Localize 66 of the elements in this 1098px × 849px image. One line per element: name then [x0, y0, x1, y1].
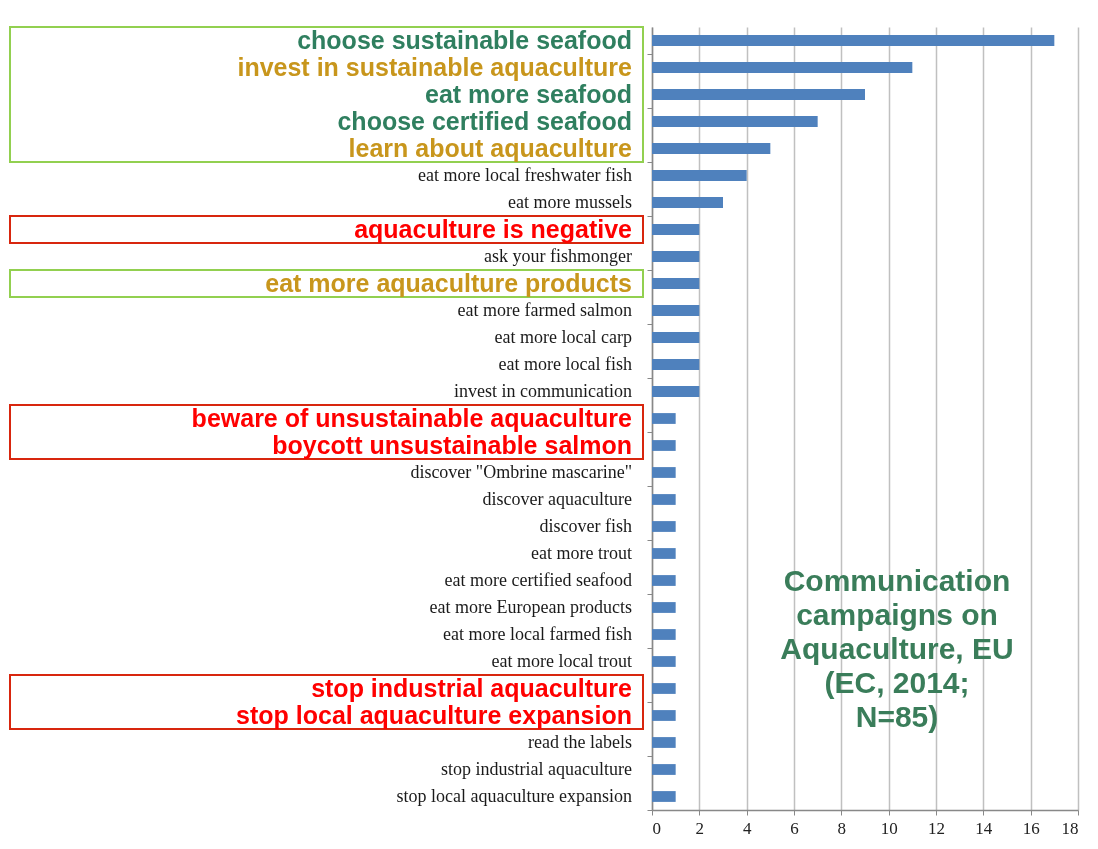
- y-tick-label: stop local aquaculture expansion: [396, 785, 632, 806]
- x-tick-label: 0: [652, 818, 661, 838]
- bar: [652, 575, 676, 586]
- bar: [652, 251, 700, 262]
- y-tick-label: stop industrial aquaculture: [311, 673, 633, 702]
- bar: [652, 791, 676, 802]
- bar: [652, 494, 676, 505]
- y-tick-label: invest in sustainable aquaculture: [237, 52, 633, 81]
- x-tick-label: 16: [1022, 818, 1040, 838]
- x-tick-label: 18: [1061, 818, 1079, 838]
- y-tick-label: aquaculture is negative: [354, 214, 633, 243]
- y-tick-label: invest in communication: [454, 380, 632, 401]
- y-tick-label: eat more local trout: [491, 650, 632, 671]
- bar: [652, 683, 676, 694]
- y-tick-label: choose certified seafood: [337, 106, 632, 135]
- bar: [652, 413, 676, 424]
- y-tick-label: discover "Ombrine mascarine": [410, 461, 632, 482]
- y-tick-label: eat more local carp: [494, 326, 632, 347]
- bar: [652, 656, 676, 667]
- bar: [652, 89, 865, 100]
- bar: [652, 602, 676, 613]
- bar: [652, 197, 723, 208]
- y-tick-label: eat more trout: [531, 542, 632, 563]
- x-tick-label: 12: [928, 818, 945, 838]
- y-tick-label: eat more local fish: [498, 353, 632, 374]
- bar: [652, 305, 700, 316]
- bar: [652, 386, 700, 397]
- x-tick-label: 8: [837, 818, 847, 838]
- bar: [652, 224, 700, 235]
- y-tick-label: eat more local farmed fish: [443, 623, 632, 644]
- y-tick-label: read the labels: [528, 731, 632, 752]
- y-tick-label: discover aquaculture: [482, 488, 632, 509]
- bar: [652, 35, 1055, 46]
- x-tick-label: 6: [790, 818, 799, 838]
- bar: [652, 629, 676, 640]
- y-tick-label: beware of unsustainable aquaculture: [191, 403, 633, 432]
- y-tick-label: eat more aquaculture products: [265, 268, 632, 297]
- y-tick-label: stop industrial aquaculture: [441, 758, 633, 779]
- y-tick-label: learn about aquaculture: [348, 133, 633, 162]
- bar: [652, 62, 913, 73]
- bar: [652, 116, 818, 127]
- y-tick-label: choose sustainable seafood: [297, 25, 632, 54]
- bar: [652, 332, 700, 343]
- bar: [652, 737, 676, 748]
- bar: [652, 548, 676, 559]
- y-tick-label: eat more mussels: [508, 191, 632, 212]
- bar: [652, 521, 676, 532]
- y-tick-label: eat more certified seafood: [444, 569, 632, 590]
- bar: [652, 440, 676, 451]
- y-tick-label: eat more local freshwater fish: [418, 164, 632, 185]
- x-tick-label: 10: [880, 818, 898, 838]
- x-tick-label: 4: [742, 818, 752, 838]
- bar: [652, 359, 700, 370]
- bar: [652, 764, 676, 775]
- text: Communication campaigns on Aquaculture, EU (EC, 2014; N=85): [780, 564, 1014, 733]
- y-tick-label: ask your fishmonger: [484, 245, 632, 266]
- y-tick-label: discover fish: [539, 515, 632, 536]
- bar: [652, 278, 700, 289]
- bar: [652, 710, 676, 721]
- bar: [652, 143, 771, 154]
- bar: [652, 467, 676, 478]
- y-tick-label: eat more farmed salmon: [457, 299, 632, 320]
- x-tick-label: 14: [975, 818, 993, 838]
- bar: [652, 170, 747, 181]
- x-tick-label: 2: [695, 818, 705, 838]
- y-tick-label: eat more European products: [429, 596, 632, 617]
